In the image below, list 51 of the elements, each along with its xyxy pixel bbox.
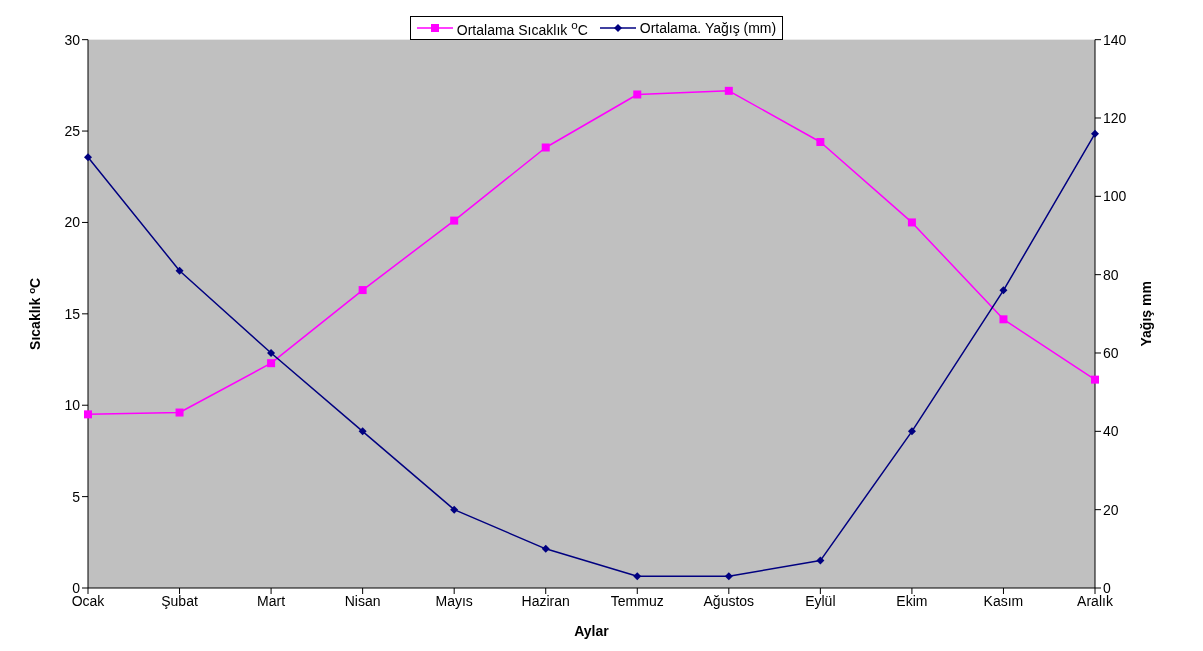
point	[816, 138, 825, 147]
x-axis-title: Aylar	[574, 623, 610, 639]
y2-axis-title: Yağış mm	[1138, 281, 1154, 347]
point	[541, 143, 550, 152]
point	[358, 427, 367, 436]
point	[541, 544, 550, 553]
y2-tick-label: 80	[1103, 266, 1119, 283]
y-tick-label: 30	[64, 31, 81, 48]
x-tick-label: Ekim	[896, 592, 928, 609]
point	[84, 410, 92, 419]
point	[267, 349, 276, 357]
x-tick-label: Eylül	[805, 592, 836, 609]
point	[907, 427, 916, 436]
y-tick-label: 10	[64, 397, 81, 414]
y-tick-label: 15	[64, 305, 81, 322]
y-tick-label: 25	[64, 123, 81, 140]
x-tick-label: Mayıs	[435, 592, 473, 609]
x-tick-label: Ağustos	[703, 592, 755, 609]
point	[1091, 129, 1099, 138]
point	[450, 216, 459, 225]
y-tick-label: 20	[64, 214, 81, 231]
legend-label: Ortalama Sıcaklık $^{o}$C	[456, 18, 588, 38]
point	[724, 572, 733, 581]
y2-tick-label: 40	[1103, 423, 1119, 440]
point	[907, 218, 916, 227]
point	[999, 315, 1008, 324]
point	[724, 86, 733, 95]
x-tick-label: Haziran	[521, 592, 570, 609]
x-tick-label: Nisan	[344, 592, 381, 609]
point	[358, 286, 367, 295]
x-tick-label: Mart	[257, 592, 286, 609]
point	[450, 505, 459, 514]
point	[267, 359, 276, 368]
point	[999, 286, 1008, 295]
y2-tick-label: 120	[1103, 109, 1127, 126]
point	[1091, 375, 1099, 384]
point	[633, 90, 642, 99]
point	[816, 556, 825, 565]
point	[633, 572, 642, 581]
legend-label: Ortalama. Yağış (mm)	[639, 19, 777, 36]
point	[175, 408, 184, 417]
y2-tick-label: 20	[1103, 501, 1119, 518]
y2-tick-label: 60	[1103, 344, 1119, 361]
y-tick-label: 5	[72, 488, 81, 505]
y2-tick-label: 140	[1103, 31, 1127, 48]
y2-tick-label: 100	[1103, 188, 1127, 205]
x-tick-label: Şubat	[161, 592, 198, 609]
point	[175, 266, 184, 275]
point	[84, 153, 92, 162]
x-tick-label: Temmuz	[610, 592, 664, 609]
x-tick-label: Kasım	[983, 592, 1024, 609]
